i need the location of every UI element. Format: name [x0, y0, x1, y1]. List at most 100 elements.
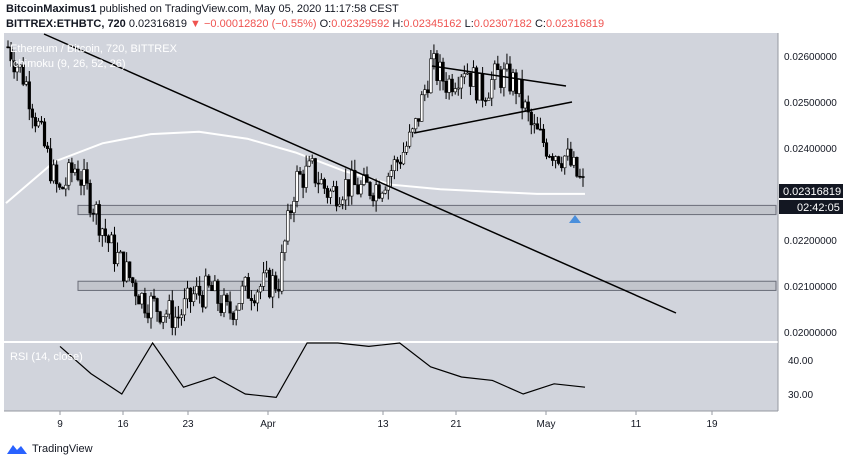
candle-body — [261, 272, 266, 287]
candle-body — [426, 89, 430, 94]
rsi-pane[interactable] — [4, 343, 778, 411]
candle-body — [6, 46, 10, 49]
candle-body — [97, 204, 101, 236]
candle-body — [359, 184, 363, 195]
open-label: O: — [319, 18, 332, 30]
candle-body — [417, 118, 421, 122]
candle-body — [447, 78, 451, 93]
candle-body — [404, 145, 409, 153]
candle-body — [444, 80, 448, 93]
candle-body — [152, 295, 156, 299]
time-tick-label: 16 — [117, 419, 129, 430]
candle-body — [441, 61, 445, 82]
candle-body — [313, 158, 317, 184]
candle-body — [496, 63, 500, 71]
candle-body — [170, 300, 174, 328]
candle-body — [33, 117, 37, 127]
candle-body — [392, 159, 396, 171]
candle-body — [334, 186, 339, 207]
candle-body — [398, 161, 403, 165]
candle-body — [411, 128, 415, 133]
candle-body — [85, 169, 89, 184]
candle-body — [134, 282, 138, 297]
candle-body — [216, 280, 220, 304]
support-zones — [77, 204, 777, 291]
candle-body — [18, 64, 22, 68]
candle-body — [76, 168, 80, 181]
candle-body — [535, 123, 539, 130]
candle-body — [52, 164, 56, 182]
candle-body — [432, 53, 436, 60]
candle-body — [231, 312, 235, 320]
candle-body — [106, 235, 110, 244]
candle-body — [109, 234, 114, 244]
candle-body — [70, 162, 74, 173]
candle-body — [45, 145, 50, 149]
candle-body — [307, 160, 311, 167]
candle-body — [249, 298, 253, 301]
candle-body — [429, 58, 433, 94]
candle-body — [547, 156, 552, 158]
candle-body — [356, 184, 360, 195]
candle-body — [118, 251, 123, 254]
candle-body — [228, 301, 232, 314]
rsi-axis: 40.00 30.00 — [788, 356, 813, 401]
candle-body — [225, 294, 229, 302]
symbol-label: BITTREX:ETHBTC, 720 — [6, 18, 126, 30]
time-tick-label: 19 — [706, 419, 718, 430]
author-name[interactable]: BitcoinMaximus1 — [6, 3, 97, 15]
time-tick-label: 23 — [182, 419, 194, 430]
candle-body — [122, 251, 126, 282]
candle-body — [331, 186, 336, 192]
candle-body — [450, 78, 454, 93]
candle-body — [246, 277, 250, 299]
candle-body — [15, 66, 19, 73]
time-tick-label: May — [537, 419, 556, 430]
close-value: 0.02316819 — [545, 18, 605, 30]
candle-body — [505, 63, 509, 70]
candle-body — [438, 61, 442, 81]
indicator-label[interactable]: Ichimoku (9, 26, 52, 26) — [10, 58, 126, 70]
candle-body — [88, 182, 92, 214]
candle-body — [79, 179, 83, 186]
high-label: H: — [392, 18, 404, 30]
candle-body — [474, 67, 479, 101]
candle-body — [112, 234, 117, 265]
candle-body — [468, 72, 473, 87]
candle-body — [298, 171, 302, 175]
candle-body — [176, 316, 180, 319]
tradingview-logo-icon[interactable] — [6, 442, 28, 456]
candle-body — [407, 131, 412, 147]
candle-body — [414, 118, 418, 130]
descending-trendline[interactable] — [43, 33, 677, 314]
candle-body — [386, 176, 390, 191]
price-tick-label: 0.02200000 — [784, 236, 837, 247]
candle-body — [353, 169, 357, 186]
candle-body — [575, 156, 579, 177]
ohlc-line: BITTREX:ETHBTC, 720 0.02316819 ▼ −0.0001… — [6, 17, 604, 31]
candle-body — [91, 212, 95, 215]
candle-body — [301, 173, 305, 188]
candle-body — [490, 79, 494, 99]
candle-body — [55, 164, 59, 185]
candle-body — [423, 89, 427, 96]
rsi-label[interactable]: RSI (14, close) — [10, 351, 83, 363]
price-tick-label: 0.02500000 — [784, 98, 837, 109]
candle-body — [420, 94, 424, 122]
candle-body — [252, 300, 257, 304]
candle-body — [347, 179, 351, 197]
footer-brand[interactable]: TradingView — [32, 443, 93, 455]
candle-body — [377, 184, 381, 199]
candle-body — [179, 314, 184, 318]
close-label: C: — [534, 18, 546, 30]
pennant-upper-line[interactable] — [431, 65, 567, 87]
pennant-lower-line[interactable] — [413, 101, 573, 134]
countdown-badge-text: 02:42:05 — [797, 202, 840, 214]
candle-body — [529, 111, 533, 126]
time-axis[interactable]: 9 16 23 Apr 13 21 May 11 19 — [57, 411, 718, 430]
candle-body — [146, 312, 150, 319]
candle-body — [264, 269, 269, 274]
candle-body — [48, 148, 53, 182]
rsi-tick-label: 30.00 — [788, 390, 813, 401]
